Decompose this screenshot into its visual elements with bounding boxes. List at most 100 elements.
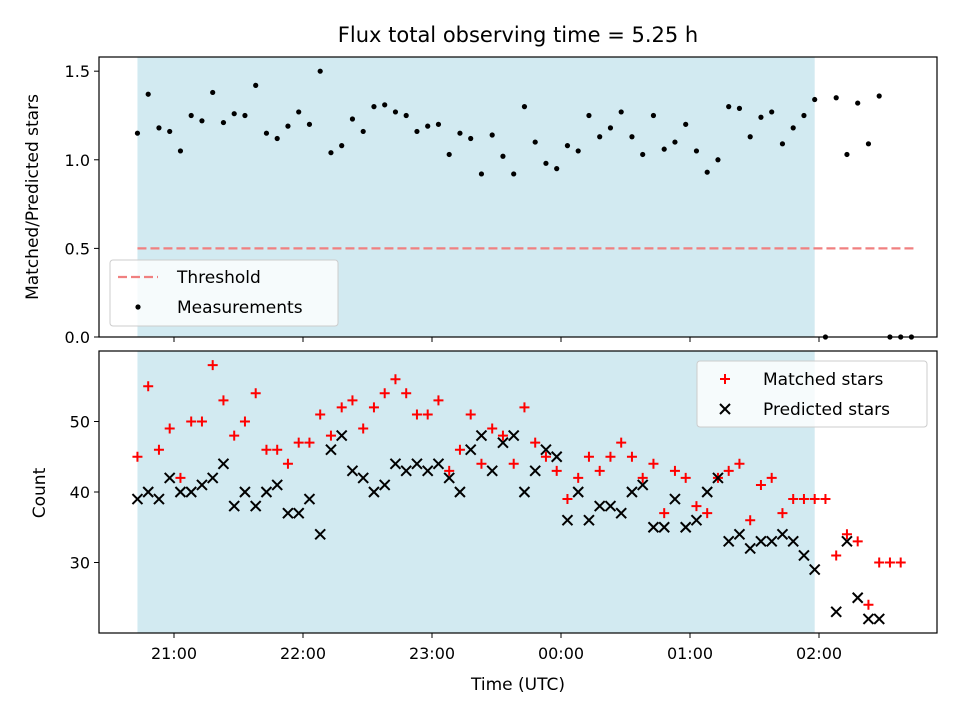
predicted-star-point (486, 465, 498, 477)
predicted-star-point (260, 486, 273, 498)
measurement-point (650, 112, 657, 119)
measurement-point (403, 112, 409, 119)
measurement-point (134, 130, 141, 136)
predicted-star-point (249, 500, 262, 512)
measurement-point (736, 105, 743, 111)
measurement-point (210, 89, 216, 96)
predicted-star-point (572, 486, 584, 498)
legend-swatch (135, 304, 141, 310)
measurement-point (758, 114, 764, 120)
measurement-point (629, 134, 635, 140)
y-tick-label: 1.5 (65, 62, 90, 81)
predicted-star-point (862, 613, 875, 625)
legend-box (696, 360, 928, 428)
matched-star-point (132, 451, 143, 462)
series-matched-stars (132, 360, 906, 610)
predicted-star-point (561, 514, 574, 526)
legend-swatch (720, 374, 730, 384)
matched-star-point (874, 557, 885, 568)
predicted-star-point (873, 613, 885, 625)
predicted-star-point (626, 486, 638, 498)
measurement-point (779, 141, 786, 147)
bottom-panel: 30 40 50 21:00 22:00 23:00 00:00 01:00 02:00 Matc… (70, 350, 938, 663)
matched-star-point (186, 416, 197, 427)
matched-star-point (422, 409, 433, 420)
predicted-star-point (647, 521, 660, 533)
predicted-star-point (540, 443, 552, 456)
matched-star-point (884, 557, 895, 568)
predicted-star-point (239, 486, 251, 498)
matched-star-point (336, 402, 347, 413)
series-predicted-stars (131, 429, 885, 625)
measurement-point (231, 111, 237, 117)
legend-label: Threshold (176, 268, 261, 288)
matched-star-point (196, 416, 207, 427)
measurement-point (371, 104, 377, 110)
matched-star-point (659, 508, 670, 519)
matched-star-point (809, 494, 820, 505)
measurement-point (855, 100, 861, 106)
matched-star-point (745, 515, 756, 526)
predicted-star-point (733, 528, 746, 541)
matched-star-point (777, 508, 788, 519)
y-tick-label: 0.5 (65, 239, 90, 258)
matched-star-point (293, 437, 304, 448)
y-tick-label: 1.0 (65, 151, 90, 170)
y-tick-label: 40 (70, 483, 90, 502)
matched-star-point (895, 557, 906, 568)
predicted-star-point (411, 458, 423, 470)
axes-frame (98, 56, 938, 338)
matched-star-point (465, 409, 476, 420)
legend-label: Measurements (177, 298, 303, 318)
bottom-y-axis-label: Count (30, 467, 50, 518)
predicted-star-point (443, 472, 455, 484)
matched-star-point (637, 472, 648, 483)
matched-star-point (766, 472, 777, 483)
matched-star-point (540, 451, 551, 462)
predicted-star-point (550, 451, 563, 463)
predicted-star-point (325, 443, 337, 456)
measurement-point (672, 139, 678, 145)
predicted-star-point (153, 493, 165, 505)
matched-star-point (788, 494, 799, 505)
measurement-point (468, 135, 474, 142)
measurement-point (328, 150, 334, 156)
measurement-point (618, 109, 624, 115)
measurement-point (306, 121, 313, 127)
measurement-point (704, 169, 710, 175)
axes-frame (98, 350, 938, 634)
matched-star-point (669, 465, 680, 476)
matched-star-point (229, 430, 240, 441)
matched-star-point (616, 437, 627, 448)
measurement-point (597, 134, 603, 140)
measurement-point (575, 148, 581, 154)
matched-star-point (164, 423, 175, 434)
measurement-point (564, 143, 571, 149)
matched-star-point (379, 388, 390, 399)
matched-star-point (594, 465, 605, 476)
measurement-point (253, 82, 259, 88)
predicted-star-point (712, 472, 724, 484)
predicted-star-point (282, 507, 294, 519)
measurement-point (317, 68, 323, 74)
measurement-point (156, 125, 162, 131)
predicted-star-point (432, 458, 445, 470)
matched-star-point (261, 444, 272, 455)
predicted-star-point (701, 486, 713, 498)
measurement-point (177, 148, 184, 154)
predicted-star-point (583, 514, 595, 526)
predicted-star-point (765, 535, 778, 548)
matched-star-point (562, 494, 573, 505)
predicted-star-point (658, 521, 670, 533)
predicted-star-point (776, 528, 789, 541)
matched-star-point (143, 381, 154, 392)
matched-star-point (573, 472, 584, 483)
measurement-point (145, 91, 151, 97)
matched-star-point (820, 494, 831, 505)
predicted-star-point (196, 479, 208, 491)
matched-star-point (433, 395, 444, 406)
measurement-point (812, 96, 818, 103)
measurement-point (489, 132, 495, 138)
measurement-point (339, 143, 345, 149)
matched-star-point (519, 402, 530, 413)
